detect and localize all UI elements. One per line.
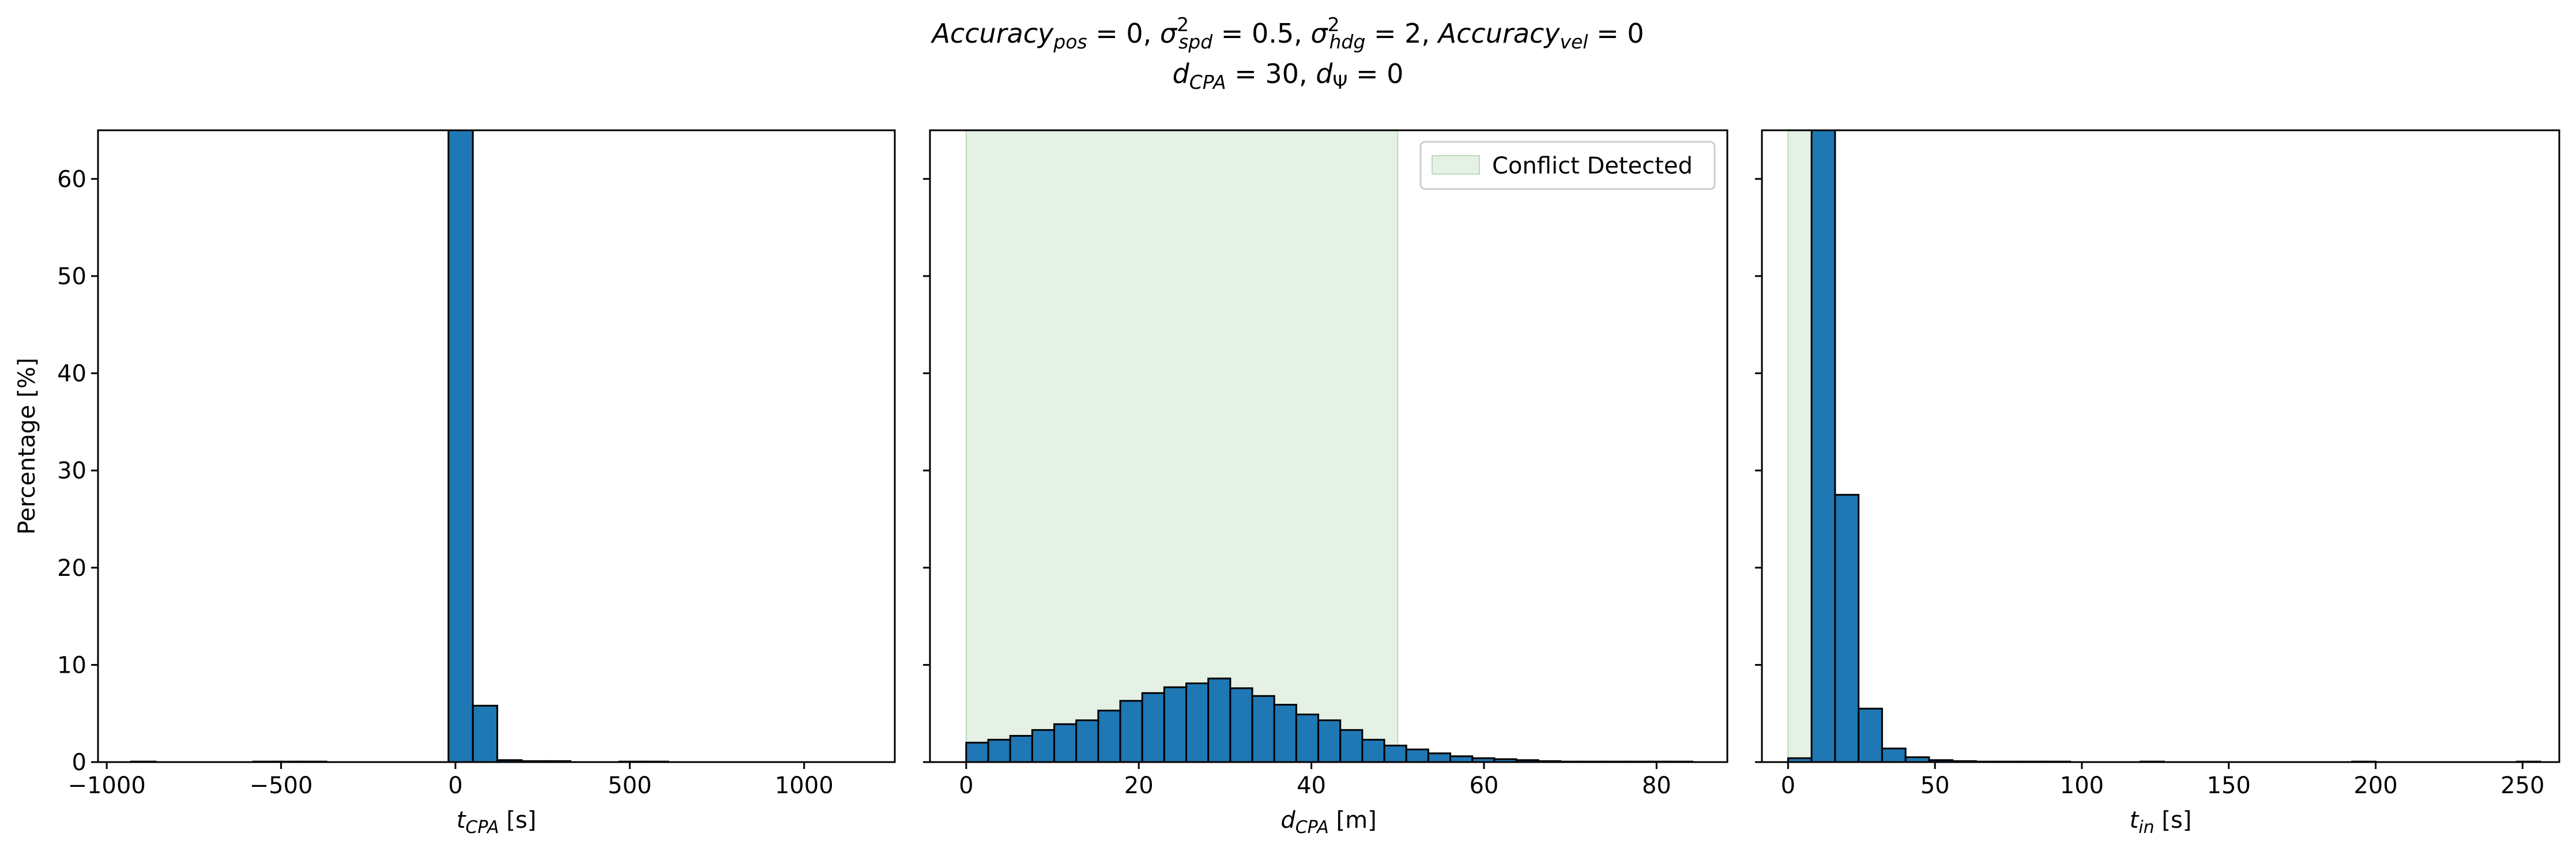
x-axis-label: tin [s]: [2130, 807, 2192, 838]
histogram-bar: [1251, 695, 1275, 762]
x-tick-label: 500: [608, 772, 651, 799]
x-tick-label: −500: [250, 772, 313, 799]
x-tick-label: 100: [2060, 772, 2104, 799]
x-tick-label: 250: [2500, 772, 2544, 799]
histogram-bar: [1427, 752, 1452, 762]
histogram-bar: [1141, 692, 1165, 762]
histogram-bar: [1009, 734, 1033, 762]
plot-frame: [97, 129, 896, 763]
legend: Conflict Detected: [1419, 141, 1716, 190]
histogram-bar: [1097, 710, 1121, 762]
conflict-region: [965, 130, 1399, 763]
y-tick-label: 50: [57, 263, 86, 290]
x-tick-label: 50: [1920, 772, 1950, 799]
x-tick-label: 0: [448, 772, 462, 799]
histogram-bar: [1449, 755, 1474, 762]
histogram-bar: [1405, 748, 1429, 762]
legend-box: [1419, 141, 1716, 190]
bars: [1787, 130, 2541, 762]
x-tick-label: 1000: [775, 772, 834, 799]
histogram-bar: [1339, 729, 1364, 762]
histogram-bar: [472, 704, 499, 762]
histogram-bar: [1273, 704, 1297, 762]
y-tick-label: 30: [57, 458, 86, 484]
x-tick-label: 20: [1124, 772, 1154, 799]
plot-frame: [929, 129, 1728, 763]
histogram-bar: [1207, 677, 1231, 762]
legend-swatch: [1432, 155, 1480, 175]
x-axis-label: tCPA [s]: [457, 807, 537, 838]
x-tick-label: 200: [2353, 772, 2397, 799]
legend-label: Conflict Detected: [1492, 153, 1693, 179]
y-tick-label: 40: [57, 361, 86, 387]
x-tick-label: 150: [2207, 772, 2251, 799]
panel-t-cpa: −1000 −500 0 500 1000 0 10 20 30 40 50 60 tCPA [s] Pe…: [14, 129, 896, 838]
histogram-bar: [1834, 493, 1860, 762]
histogram-bar: [1858, 707, 1883, 762]
panel-t-in: 0 50 100 150 200 250 tin [s]: [1755, 129, 2560, 838]
histogram-bar: [1053, 723, 1078, 762]
histogram-bar: [447, 130, 474, 762]
figure-title-line-2: dCPA = 30, dΨ = 0: [1173, 58, 1404, 93]
histogram-bar: [965, 741, 989, 762]
histogram-bar: [1163, 686, 1188, 762]
x-axis-label: dCPA [m]: [1281, 807, 1376, 838]
histogram-bar: [1810, 130, 1836, 762]
histogram-bar: [1295, 713, 1320, 762]
histogram-bar: [1361, 738, 1385, 762]
histogram-bar: [1031, 729, 1056, 762]
y-tick-label: 20: [57, 555, 86, 582]
x-tick-label: 40: [1297, 772, 1326, 799]
plot-frame: [1761, 129, 2560, 763]
panel-d-cpa: 0 20 40 60 80 dCPA [m] Conflict Detected: [923, 129, 1728, 838]
x-tick-label: 0: [1781, 772, 1795, 799]
x-tick-label: 80: [1642, 772, 1671, 799]
histogram-bar: [1075, 719, 1099, 762]
y-tick-label: 60: [57, 166, 86, 193]
histogram-bar: [1383, 744, 1407, 762]
histogram-bar: [1317, 719, 1342, 762]
x-tick-label: 60: [1469, 772, 1498, 799]
y-axis-label: Percentage [%]: [14, 358, 40, 535]
figure-title-line-1: Accuracypos = 0, σ2 spd = 0.5, σ2 hdg = 2,…: [930, 13, 1644, 53]
histogram-bar: [987, 738, 1011, 762]
histogram-bar: [1229, 687, 1253, 762]
y-tick-label: 10: [57, 652, 86, 678]
y-tick-label: 0: [72, 749, 86, 776]
histogram-bar: [1119, 700, 1143, 762]
bars: [130, 130, 669, 762]
x-tick-label: −1000: [67, 772, 145, 799]
histogram-bar: [1881, 747, 1907, 762]
x-tick-label: 0: [959, 772, 973, 799]
histogram-bar: [1185, 682, 1210, 762]
